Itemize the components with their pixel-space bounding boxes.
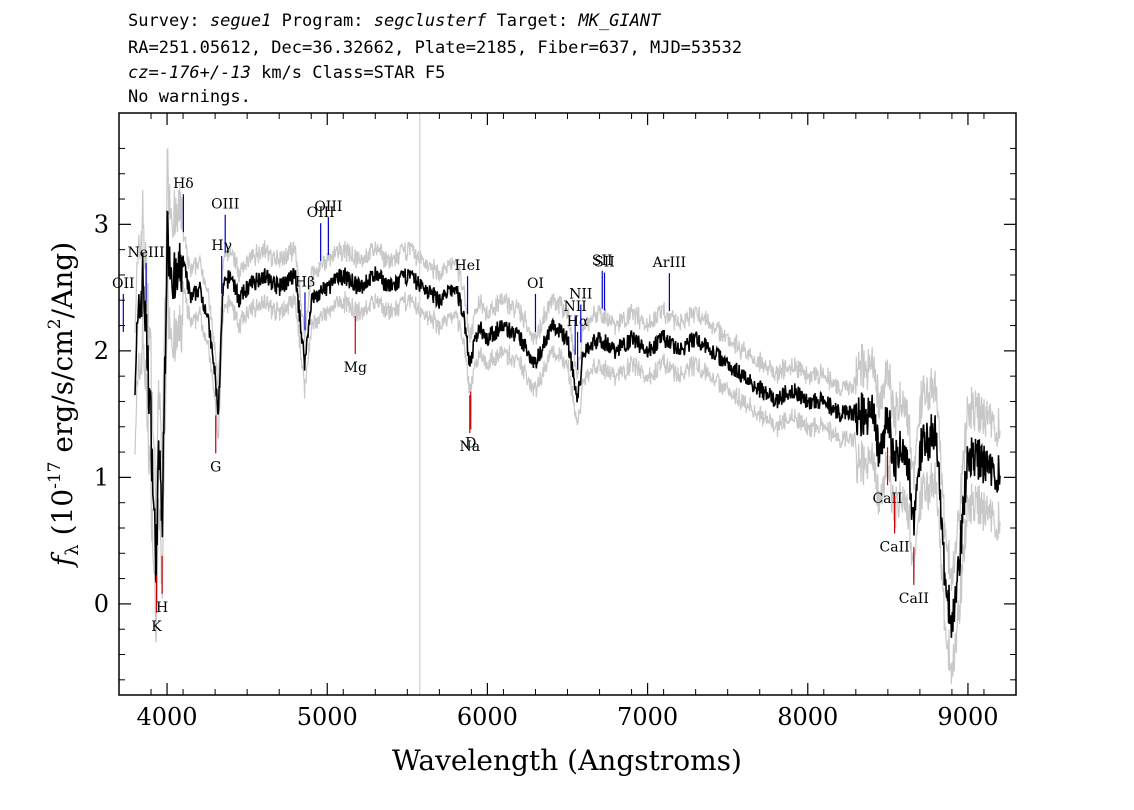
absorption-line-label: Mg <box>344 360 367 376</box>
x-tick-label: 6000 <box>457 703 518 731</box>
emission-line-label: OIII <box>211 197 239 213</box>
y-tick-label: 1 <box>94 463 109 491</box>
flux-layer <box>134 210 1001 638</box>
cz-class: km/s Class=STAR F5 <box>250 63 446 83</box>
emission-line-label: Hα <box>567 314 589 330</box>
cz-label: cz= <box>128 63 159 83</box>
x-axis-title: Wavelength (Angstroms) <box>392 744 742 777</box>
header-line-1: Survey: segue1 Program: segclusterf Targ… <box>128 10 660 32</box>
target-label: Target: <box>496 11 569 31</box>
emission-line-label: NII <box>569 287 592 303</box>
emission-line-label: Hδ <box>173 176 194 192</box>
x-tick-label: 7000 <box>617 703 678 731</box>
error-layer <box>134 147 1001 684</box>
emission-line-label: SII <box>592 253 613 269</box>
x-tick-label: 8000 <box>777 703 838 731</box>
x-tick-label: 9000 <box>937 703 998 731</box>
y-tick-label: 2 <box>94 337 109 365</box>
header-line-2: RA=251.05612, Dec=36.32662, Plate=2185, … <box>128 38 743 58</box>
absorption-line-label: CaII <box>880 539 910 555</box>
emission-line-label: ArIII <box>652 255 686 271</box>
absorption-line-label: G <box>210 459 221 475</box>
target-value: MK_GIANT <box>578 11 661 31</box>
svg-text:fλ (10-17 erg/s/cm2/Ang): fλ (10-17 erg/s/cm2/Ang) <box>45 242 83 568</box>
absorption-line-label: K <box>151 619 162 635</box>
survey-label: Survey: <box>128 11 200 31</box>
cz-value: -176+/-13 <box>158 63 251 83</box>
error-upper-series <box>134 147 1001 591</box>
emission-line-label: OIII <box>314 199 342 215</box>
y-axis-title: fλ (10-17 erg/s/cm2/Ang) <box>45 242 83 568</box>
emission-line-label: Hγ <box>211 238 232 254</box>
axes-layer: 4000 5000 6000 7000 8000 9000 0 1 2 3 <box>94 113 1017 731</box>
spectral-lines-layer: NeIIIHδHγOIIIHβOIIIOIIIHeIOINIIHαNIISIIS… <box>112 176 929 635</box>
x-tick-label: 4000 <box>137 703 198 731</box>
absorption-line-label: H <box>156 600 168 616</box>
y-tick-label: 3 <box>94 210 109 238</box>
absorption-line-label: CaII <box>872 491 902 507</box>
survey-value: segue1 <box>209 11 272 31</box>
emission-line-label: OI <box>527 276 544 292</box>
header-line-3: cz=-176+/-13 km/s Class=STAR F5 <box>128 62 445 84</box>
absorption-line-label: CaII <box>899 591 929 607</box>
error-lower-series <box>134 270 1001 684</box>
program-label: Program: <box>281 11 364 31</box>
emission-line-label: NeIII <box>127 245 164 261</box>
header-warnings: No warnings. <box>128 87 251 107</box>
program-value: segclusterf <box>373 11 487 31</box>
x-tick-label: 5000 <box>297 703 358 731</box>
emission-line-label: OII <box>112 276 135 292</box>
absorption-line-label: Na <box>459 439 480 455</box>
y-tick-label: 0 <box>94 590 109 618</box>
emission-line-label: SII <box>594 255 615 271</box>
emission-line-label: HeI <box>455 258 481 274</box>
emission-line-label: OIII <box>307 205 335 221</box>
absorption-line-label: D <box>465 435 476 451</box>
emission-line-label: Hβ <box>295 274 315 290</box>
flux-series <box>134 210 1001 638</box>
